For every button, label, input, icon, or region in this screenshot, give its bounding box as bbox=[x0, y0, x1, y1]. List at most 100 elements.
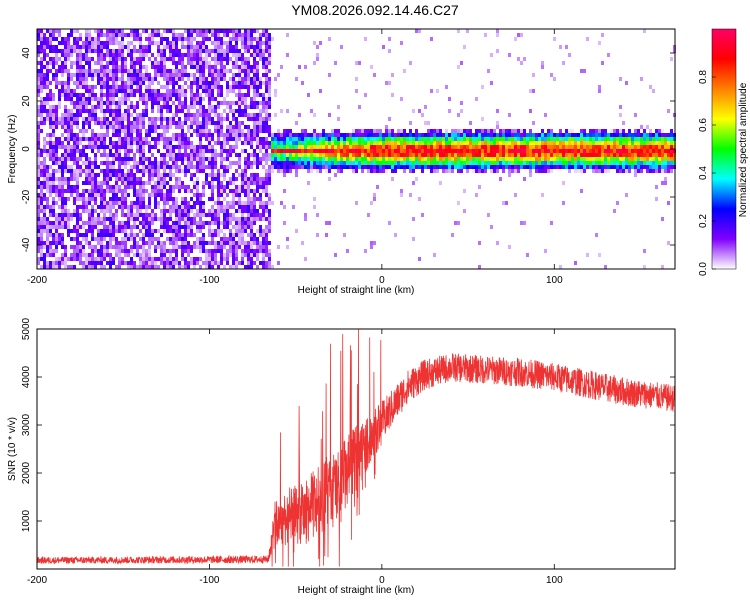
spectrogram-cell bbox=[211, 41, 214, 45]
spectrogram-cell bbox=[169, 137, 172, 141]
spectrogram-cell bbox=[619, 169, 622, 173]
spectrogram-cell bbox=[496, 165, 499, 169]
spectrogram-cell bbox=[49, 93, 52, 97]
spectrogram-cell bbox=[139, 57, 142, 61]
spectrogram-cell bbox=[310, 149, 313, 153]
spectrogram-cell bbox=[214, 173, 217, 177]
spectrogram-cell bbox=[481, 149, 484, 153]
spectrogram-cell bbox=[229, 109, 232, 113]
spectrogram-cell bbox=[628, 161, 631, 165]
spectrogram-cell bbox=[61, 205, 64, 209]
spectrogram-cell bbox=[274, 165, 277, 169]
spectrogram-cell bbox=[211, 257, 214, 261]
spectrogram-cell bbox=[496, 109, 499, 113]
spectrogram-cell bbox=[211, 169, 214, 173]
spectrogram-cell bbox=[235, 49, 238, 53]
spectrogram-cell bbox=[163, 245, 166, 249]
spectrogram-cell bbox=[151, 229, 154, 233]
spectrogram-cell bbox=[88, 37, 91, 41]
spectrogram-cell bbox=[97, 29, 100, 33]
spectrogram-cell bbox=[397, 129, 400, 133]
spectrogram-cell bbox=[61, 201, 64, 205]
spectrogram-cell bbox=[46, 109, 49, 113]
spectrogram-cell bbox=[139, 229, 142, 233]
spectrogram-cell bbox=[82, 53, 85, 57]
spectrogram-cell bbox=[235, 65, 238, 69]
spectrogram-cell bbox=[184, 245, 187, 249]
spectrogram-cell bbox=[268, 101, 271, 105]
spectrogram-cell bbox=[124, 61, 127, 65]
spectrogram-cell bbox=[61, 221, 64, 225]
spectrogram-cell bbox=[223, 133, 226, 137]
spectrogram-cell bbox=[217, 81, 220, 85]
spectrogram-cell bbox=[121, 137, 124, 141]
spectrogram-cell bbox=[76, 205, 79, 209]
spectrogram-cell bbox=[178, 85, 181, 89]
spectrogram-cell bbox=[508, 161, 511, 165]
spectrogram-cell bbox=[448, 97, 451, 101]
spectrogram-cell bbox=[175, 45, 178, 49]
spectrogram-cell bbox=[64, 209, 67, 213]
spectrogram-cell bbox=[457, 157, 460, 161]
spectrogram-cell bbox=[139, 69, 142, 73]
spectrogram-cell bbox=[472, 169, 475, 173]
spectrogram-cell bbox=[208, 261, 211, 265]
spectrogram-cell bbox=[433, 129, 436, 133]
spectrogram-cell bbox=[463, 161, 466, 165]
spectrogram-cell bbox=[223, 101, 226, 105]
spectrogram-cell bbox=[217, 93, 220, 97]
spectrogram-cell bbox=[160, 197, 163, 201]
spectrogram-cell bbox=[82, 73, 85, 77]
spectrogram-cell bbox=[76, 77, 79, 81]
spectrogram-cell bbox=[67, 69, 70, 73]
spectrogram-cell bbox=[115, 141, 118, 145]
spectrogram-cell bbox=[238, 161, 241, 165]
spectrogram-cell bbox=[157, 169, 160, 173]
spectrogram-cell bbox=[181, 73, 184, 77]
spectrogram-cell bbox=[373, 197, 376, 201]
spectrogram-cell bbox=[424, 153, 427, 157]
spectrogram-cell bbox=[163, 185, 166, 189]
spectrogram-cell bbox=[619, 133, 622, 137]
spectrogram-cell bbox=[436, 165, 439, 169]
spectrogram-cell bbox=[121, 261, 124, 265]
spectrogram-cell bbox=[613, 165, 616, 169]
spectrogram-cell bbox=[166, 109, 169, 113]
spectrogram-cell bbox=[379, 141, 382, 145]
spectrogram-cell bbox=[172, 101, 175, 105]
spectrogram-cell bbox=[283, 173, 286, 177]
spectrogram-cell bbox=[157, 237, 160, 241]
spectrogram-cell bbox=[187, 217, 190, 221]
spectrogram-cell bbox=[166, 85, 169, 89]
spectrogram-cell bbox=[145, 169, 148, 173]
spectrogram-cell bbox=[103, 101, 106, 105]
spectrogram-cell bbox=[82, 137, 85, 141]
spectrogram-cell bbox=[292, 153, 295, 157]
spectrogram-cell bbox=[217, 241, 220, 245]
spectrogram-cell bbox=[460, 133, 463, 137]
spectrogram-cell bbox=[415, 137, 418, 141]
spectrogram-cell bbox=[79, 73, 82, 77]
spectrogram-cell bbox=[580, 69, 583, 73]
spectrogram-cell bbox=[70, 213, 73, 217]
spectrogram-cell bbox=[196, 169, 199, 173]
spectrogram-cell bbox=[193, 165, 196, 169]
spectrogram-cell bbox=[520, 149, 523, 153]
spectrogram-cell bbox=[259, 141, 262, 145]
spectrogram-cell bbox=[127, 233, 130, 237]
spectrogram-cell bbox=[415, 161, 418, 165]
spectrogram-cell bbox=[88, 157, 91, 161]
spectrogram-cell bbox=[85, 53, 88, 57]
spectrogram-cell bbox=[286, 237, 289, 241]
spectrogram-cell bbox=[223, 169, 226, 173]
spectrogram-cell bbox=[379, 129, 382, 133]
spectrogram-cell bbox=[181, 209, 184, 213]
spectrogram-cell bbox=[142, 81, 145, 85]
spectrogram-cell bbox=[70, 113, 73, 117]
spectrogram-cell bbox=[460, 145, 463, 149]
spectrogram-cell bbox=[232, 73, 235, 77]
spectrogram-cell bbox=[205, 49, 208, 53]
spectrogram-cell bbox=[67, 189, 70, 193]
spectrogram-cell bbox=[85, 165, 88, 169]
spectrogram-cell bbox=[145, 189, 148, 193]
